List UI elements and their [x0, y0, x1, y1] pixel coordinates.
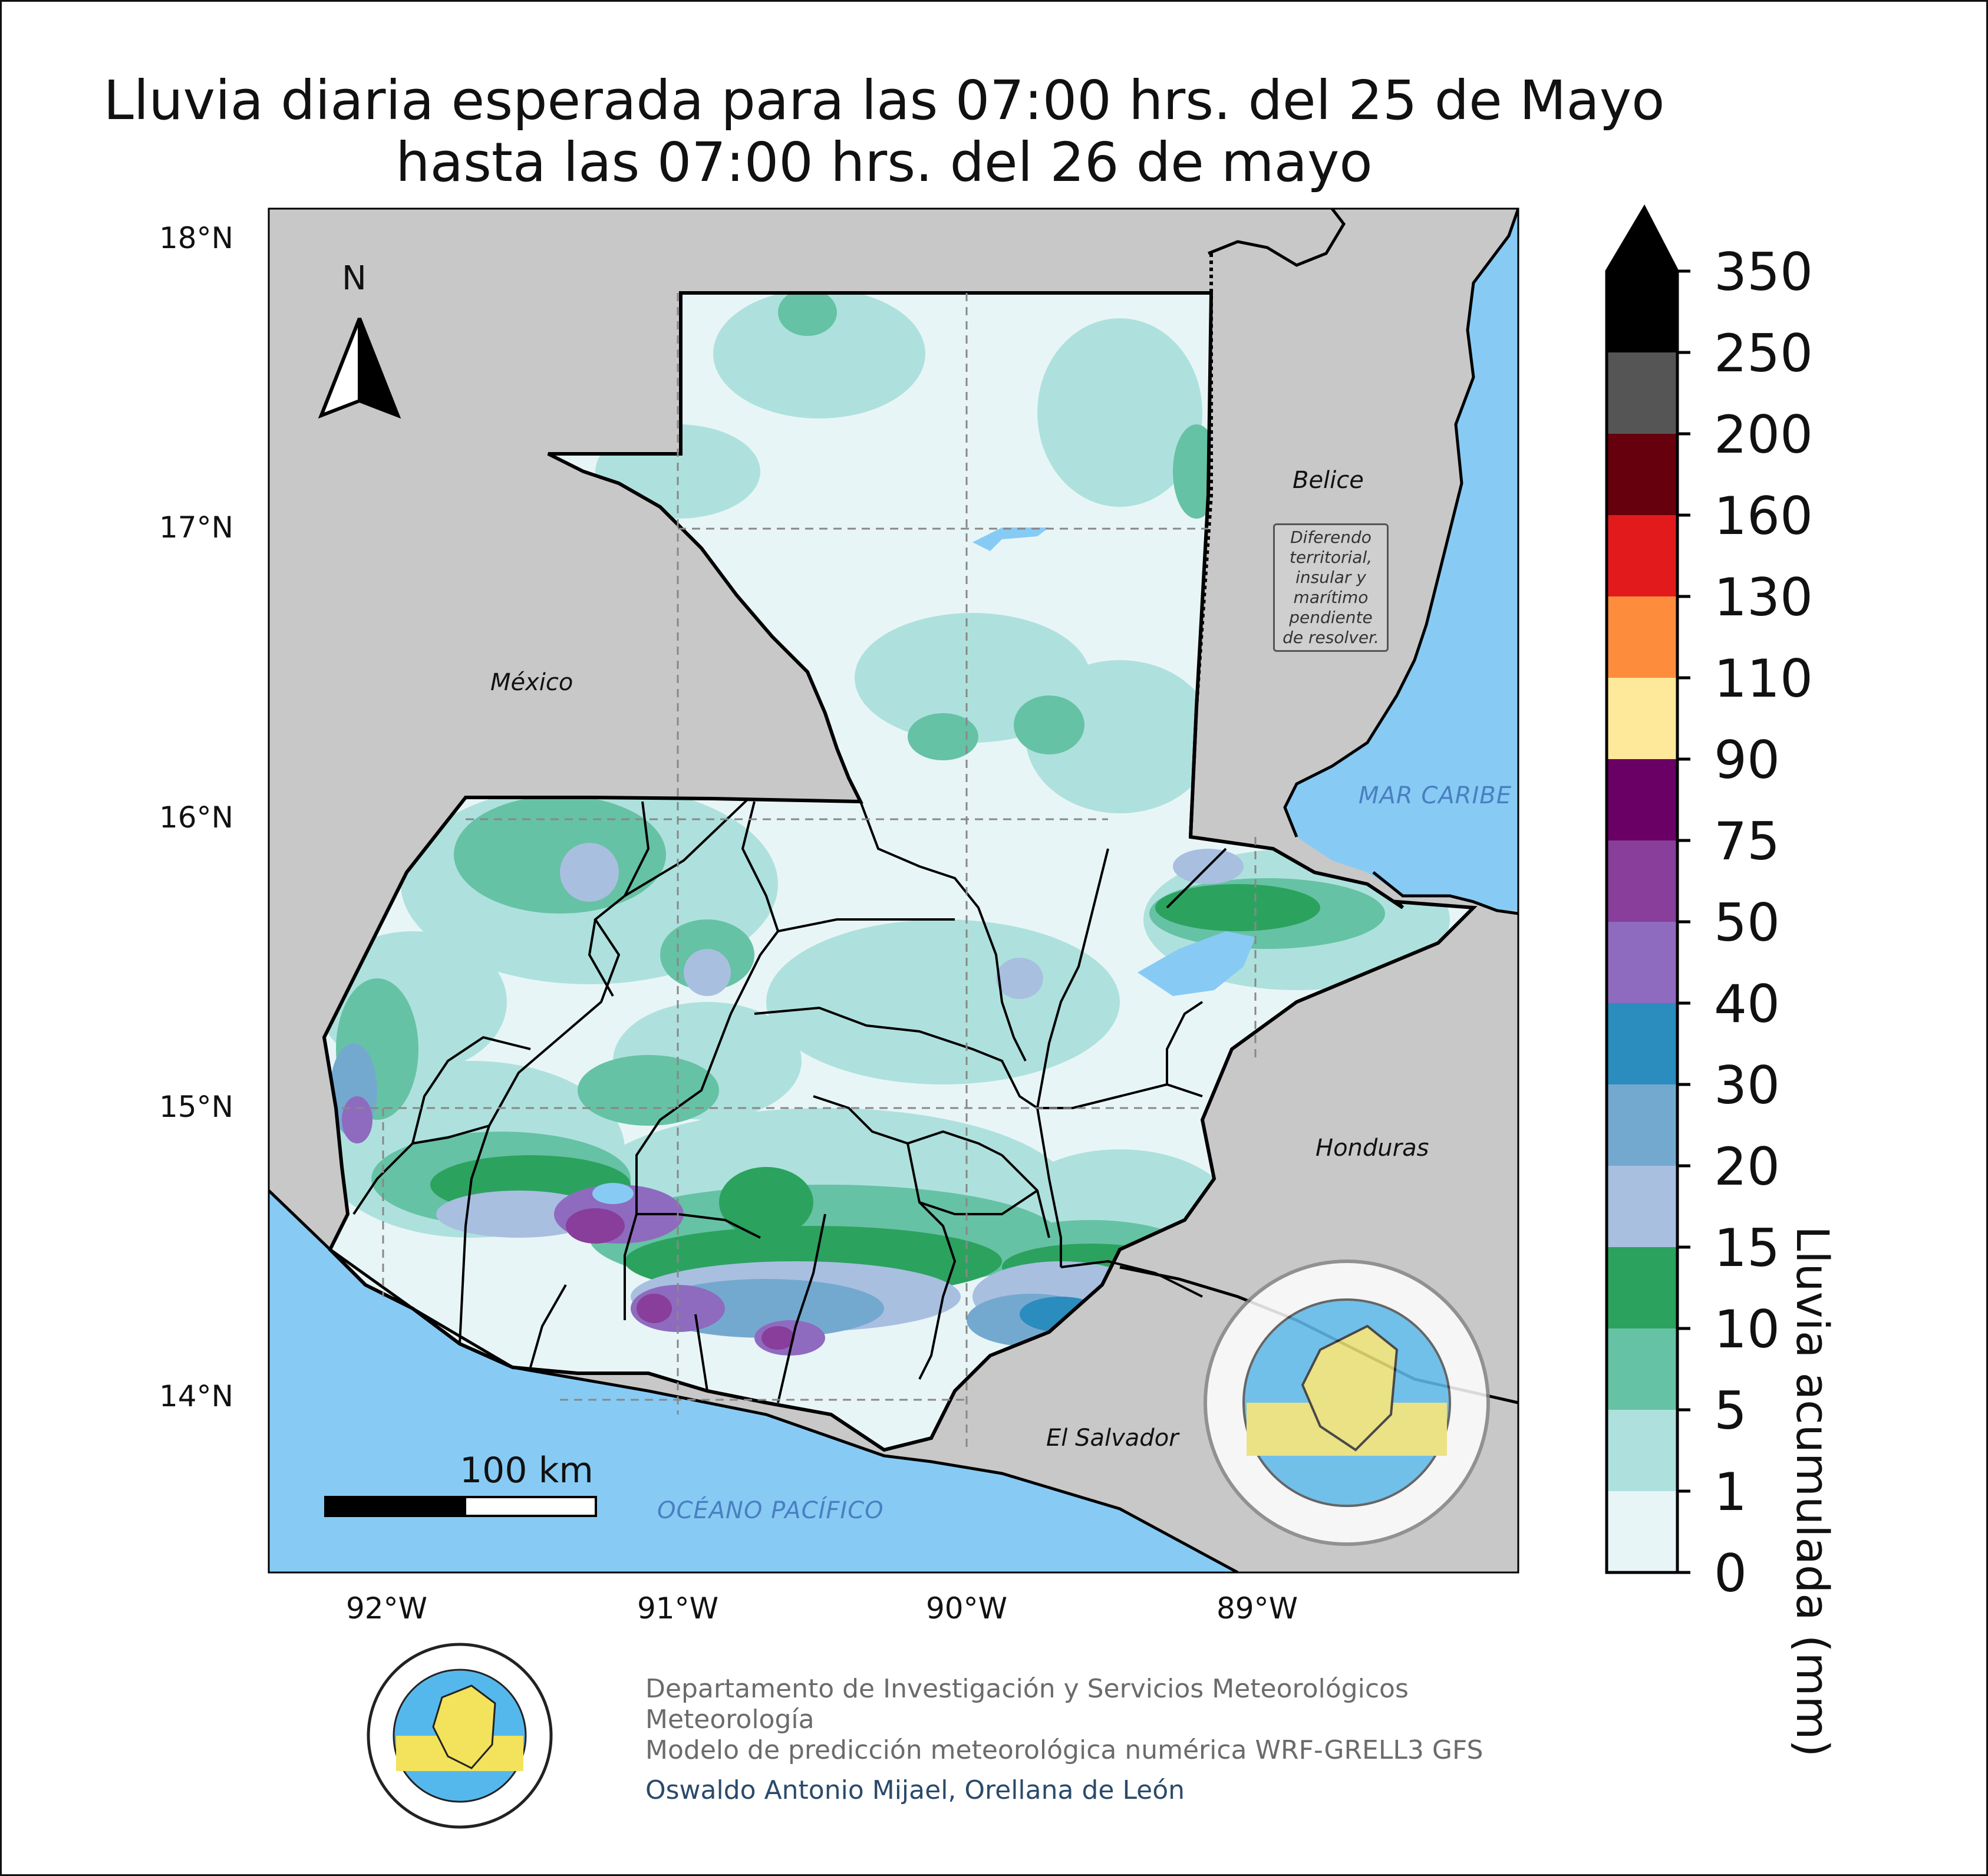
colorbar-tick-label: 1 [1714, 1462, 1747, 1522]
colorbar-tick-label: 250 [1714, 323, 1813, 384]
label-belice: Belice [1293, 467, 1364, 494]
dispute-line-4: marítimo [1293, 588, 1369, 607]
colorbar-segment [1607, 1247, 1677, 1328]
colorbar-tick-label: 40 [1714, 974, 1780, 1034]
disputed-territory-note: Diferendo territorial, insular y marítim… [1273, 523, 1389, 652]
colorbar-tick-label: 350 [1714, 242, 1813, 302]
colorbar-tick-label: 30 [1714, 1055, 1780, 1116]
colorbar-tick-label: 5 [1714, 1380, 1747, 1441]
scale-bar [324, 1496, 597, 1517]
label-mar-caribe: MAR CARIBE [1359, 782, 1512, 809]
colorbar-tick-label: 160 [1714, 486, 1813, 546]
precipitation-field [324, 293, 1450, 1356]
colorbar-segment [1607, 1084, 1677, 1166]
lat-label-18: 18°N [159, 221, 234, 255]
lon-label-90: 90°W [925, 1591, 1008, 1626]
colorbar-segment [1607, 352, 1677, 434]
colorbar-tick-label: 110 [1714, 648, 1813, 709]
colorbar-label: Lluvia acumulada (mm) [1786, 1226, 1839, 1758]
caribbean-sea [1285, 209, 1518, 911]
colorbar-segment [1607, 1410, 1677, 1491]
lat-label-17: 17°N [159, 510, 234, 545]
map-border [268, 207, 1519, 1574]
colorbar-segment [1607, 1328, 1677, 1410]
dispute-line-2: territorial, [1289, 548, 1373, 567]
footer-model: Modelo de predicción meteorológica numér… [645, 1735, 1483, 1765]
lon-label-91: 91°W [637, 1591, 719, 1626]
gridlines [342, 293, 1257, 1450]
colorbar-segment [1607, 922, 1677, 1003]
colorbar-segment [1607, 515, 1677, 596]
colorbar-tick-label: 50 [1714, 892, 1780, 953]
north-arrow-icon [318, 317, 401, 419]
lat-label-14: 14°N [159, 1379, 234, 1413]
colorbar-tick-label: 15 [1714, 1218, 1780, 1278]
colorbar-tick-label: 130 [1714, 567, 1813, 628]
pacific-ocean [269, 1191, 1238, 1572]
dispute-line-1: Diferendo [1290, 527, 1372, 547]
colorbar-segment [1607, 1166, 1677, 1247]
colorbar-extend-arrow [1607, 207, 1677, 271]
title-line-1: Lluvia diaria esperada para las 07:00 hr… [103, 69, 1665, 132]
footer-department: Departamento de Investigación y Servicio… [645, 1674, 1409, 1704]
colorbar-tick-label: 200 [1714, 404, 1813, 465]
scale-bar-label: 100 km [460, 1450, 594, 1491]
colorbar [1605, 204, 1679, 1574]
colorbar-segment [1607, 1491, 1677, 1572]
colorbar-segment [1607, 840, 1677, 922]
label-honduras: Honduras [1316, 1135, 1429, 1162]
label-mexico: México [490, 669, 573, 696]
dispute-line-3: insular y [1295, 568, 1366, 587]
footer-area: Meteorología [645, 1704, 815, 1735]
map-watermark-logo [1204, 1260, 1490, 1546]
colorbar-segment [1607, 596, 1677, 678]
colorbar-segment [1607, 271, 1677, 352]
dispute-line-6: de resolver. [1283, 628, 1379, 647]
colorbar-segment [1607, 434, 1677, 515]
colorbar-tick-label: 10 [1714, 1299, 1780, 1360]
colorbar-tick-label: 90 [1714, 730, 1780, 790]
colorbar-ticks [1677, 269, 1690, 1574]
colorbar-tick-label: 20 [1714, 1136, 1780, 1197]
lat-label-16: 16°N [159, 800, 234, 835]
colorbar-segment [1607, 759, 1677, 840]
title-line-2: hasta las 07:00 hrs. del 26 de mayo [395, 131, 1373, 194]
dispute-line-5: pendiente [1289, 608, 1373, 627]
label-el-salvador: El Salvador [1046, 1425, 1179, 1452]
colorbar-segment [1607, 678, 1677, 759]
colorbar-tick-label: 0 [1714, 1543, 1747, 1604]
footer-author: Oswaldo Antonio Mijael, Orellana de León [645, 1775, 1185, 1805]
colorbar-tick-label: 75 [1714, 811, 1780, 872]
lat-label-15: 15°N [159, 1090, 234, 1124]
colorbar-segment [1607, 1003, 1677, 1084]
label-oceano-pacifico: OCÉANO PACÍFICO [657, 1497, 884, 1524]
north-label: N [342, 259, 367, 298]
department-boundaries [352, 797, 1227, 1403]
lon-label-89: 89°W [1216, 1591, 1298, 1626]
footer-logo [367, 1643, 553, 1829]
lon-label-92: 92°W [345, 1591, 428, 1626]
